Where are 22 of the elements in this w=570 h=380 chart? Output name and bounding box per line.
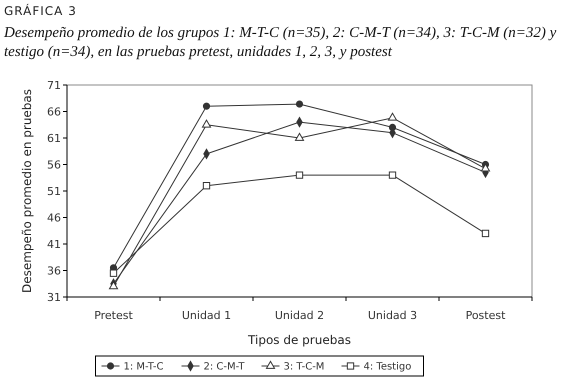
x-tick-label: Pretest (94, 309, 134, 322)
legend-label: 4: Testigo (364, 362, 412, 372)
x-tick-label: Postest (466, 309, 506, 322)
y-tick-label: 61 (47, 132, 61, 145)
legend-label: 2: C-M-T (204, 362, 246, 372)
y-tick-label: 31 (47, 290, 61, 304)
x-tick-label: Unidad 3 (368, 309, 418, 322)
y-tick-label: 56 (47, 158, 61, 172)
x-tick-label: Unidad 2 (274, 309, 324, 322)
legend-label: 3: T-C-M (284, 362, 324, 372)
legend-label: 1: M-T-C (124, 362, 164, 372)
y-tick-label: 66 (47, 105, 61, 118)
x-axis-title: Tipos de pruebas (247, 333, 351, 347)
chart-title: GRÁFICA 3 (4, 3, 77, 18)
y-tick-label: 46 (47, 211, 61, 224)
y-tick-label: 36 (47, 264, 61, 278)
y-tick-label: 51 (47, 184, 61, 198)
y-tick-label: 41 (47, 238, 61, 251)
y-tick-label: 71 (47, 78, 61, 92)
y-axis-title: Desempeño promedio en pruebas (20, 88, 34, 294)
chart-subtitle: Desempeño promedio de los grupos 1: M-T-C (n=35), 2: C-M-T (n=34), 3: T-C-M (n=32) y testigo (n=34), en las pruebas pretest, unidades 1, 2, 3, y postest (3, 25, 557, 60)
x-tick-label: Unidad 1 (182, 309, 232, 322)
